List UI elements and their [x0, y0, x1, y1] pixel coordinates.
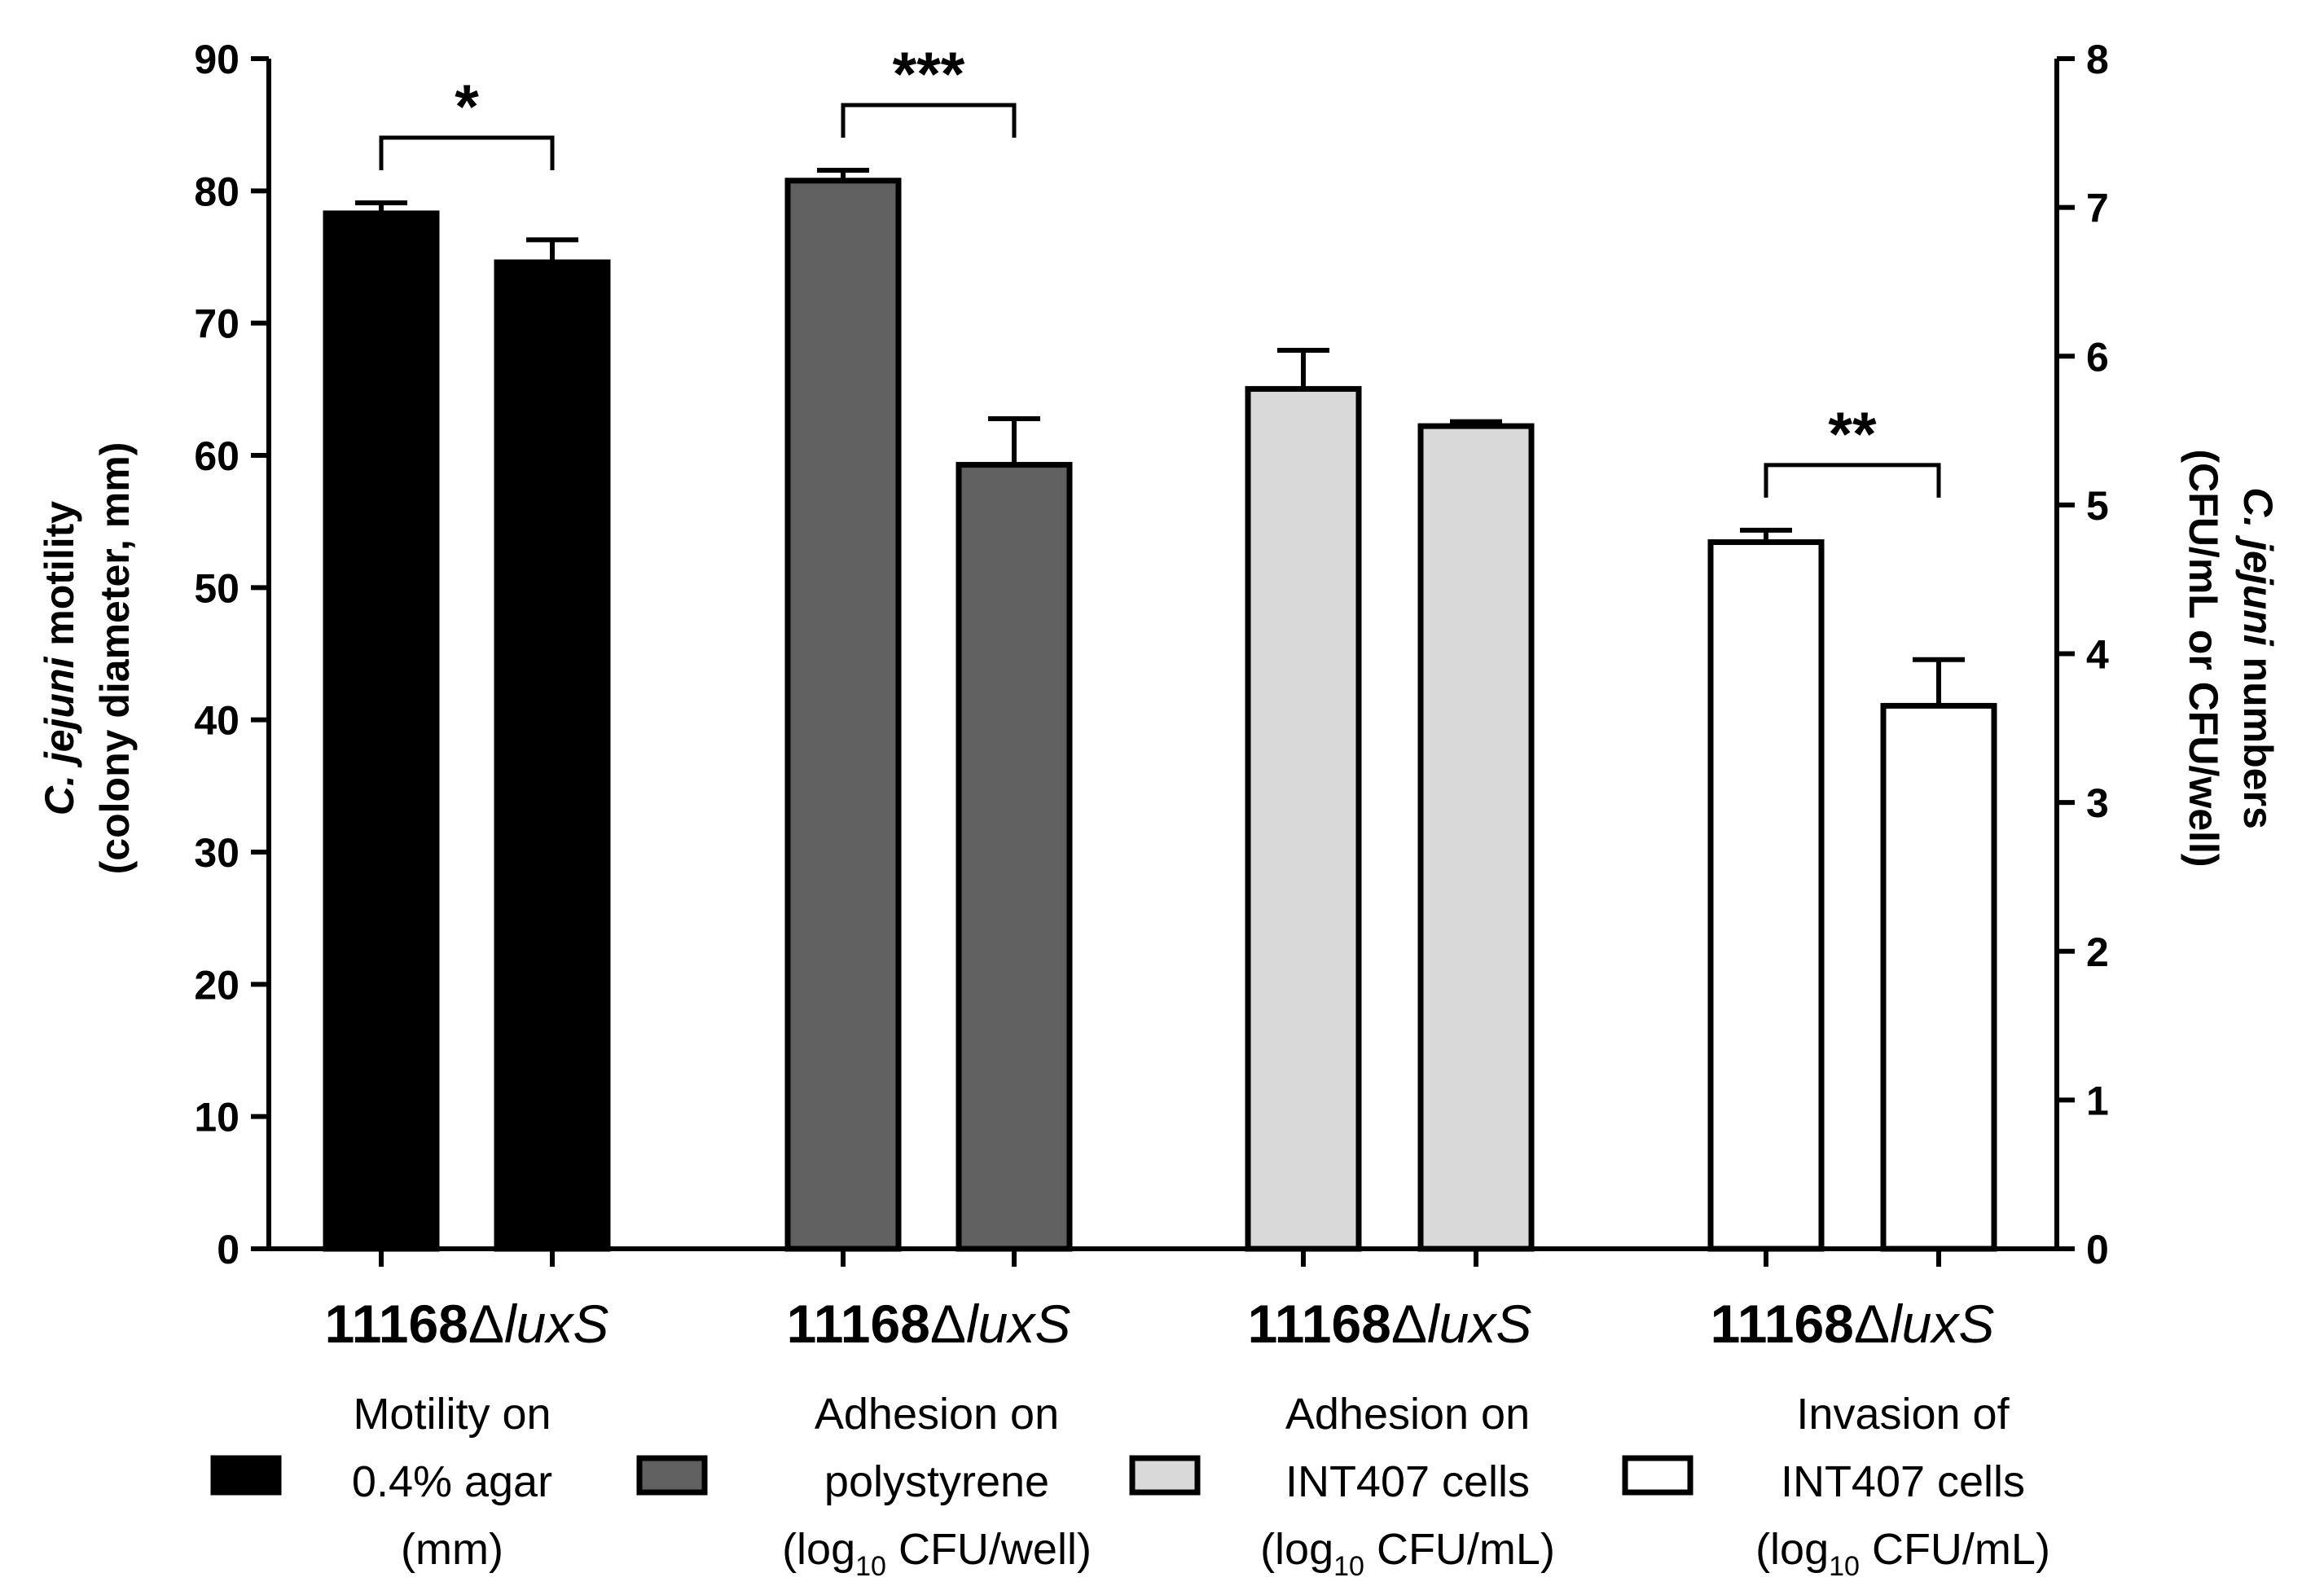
legend-label: polystyrene [824, 1457, 1049, 1506]
right-tick-label: 8 [2086, 37, 2109, 82]
legend-swatch [1622, 1455, 1694, 1496]
right-tick-label: 1 [2086, 1078, 2109, 1123]
right-tick-label: 0 [2086, 1227, 2109, 1272]
legend-label: Adhesion on [1285, 1390, 1530, 1439]
bar [494, 259, 611, 1252]
legend-label: (log10 CFU/mL) [1755, 1525, 2050, 1582]
left-tick-label: 90 [194, 37, 239, 82]
bar [784, 178, 902, 1252]
significance-bracket [1764, 463, 1941, 498]
significance-bracket [841, 103, 1017, 138]
left-tick-label: 40 [194, 698, 239, 744]
right-tick-label: 2 [2086, 929, 2109, 975]
left-tick-label: 10 [194, 1095, 239, 1140]
category-label: 11168ΔluxS [1248, 1294, 1532, 1354]
strain-wildtype: 11168 [1248, 1294, 1391, 1354]
significance-bracket [379, 135, 555, 170]
left-tick-label: 30 [194, 830, 239, 876]
strain-wildtype: 11168 [1711, 1294, 1854, 1354]
delta-symbol: Δ [1854, 1294, 1890, 1354]
right-axis-title: C. jejuni numbers [2235, 487, 2281, 829]
category-label: 11168ΔluxS [1711, 1294, 1995, 1354]
delta-symbol: Δ [468, 1294, 504, 1354]
legend-label: Motility on [353, 1390, 551, 1439]
legend-label: INT407 cells [1285, 1457, 1530, 1506]
strain-mutant: luxS [1427, 1294, 1531, 1354]
legend-label: Adhesion on [815, 1390, 1059, 1439]
strain-mutant: luxS [504, 1294, 608, 1354]
legend-label: (log10 CFU/well) [782, 1525, 1092, 1582]
bar [1707, 539, 1825, 1252]
right-y-axis: 0 1 2 3 4 5 6 7 8 [2054, 37, 2109, 1272]
significance-label: *** [893, 40, 965, 109]
category-label: 11168ΔluxS [787, 1294, 1071, 1354]
significance-markers: * ***** [379, 40, 1941, 498]
legend: Motility on 0.4% agar (mm) Adhesion on polys… [210, 1390, 2050, 1582]
legend-label: Invasion of [1796, 1390, 2010, 1439]
legend-swatch [1129, 1455, 1201, 1496]
legend-label: (mm) [401, 1525, 503, 1574]
significance-label: ** [1828, 400, 1877, 469]
left-tick-label: 0 [217, 1227, 239, 1272]
legend-label: (log10 CFU/mL) [1260, 1525, 1555, 1582]
legend-label: 0.4% agar [352, 1457, 552, 1506]
left-tick-label: 80 [194, 169, 239, 214]
right-axis-title-line2: (CFU/mL or CFU/well) [2181, 450, 2226, 868]
right-tick-label: 7 [2086, 186, 2109, 231]
delta-symbol: Δ [930, 1294, 966, 1354]
strain-mutant: luxS [1890, 1294, 1994, 1354]
strain-wildtype: 11168 [325, 1294, 468, 1354]
significance-label: * [455, 72, 479, 142]
bar [1245, 385, 1362, 1252]
legend-swatch [636, 1455, 708, 1496]
right-tick-label: 5 [2086, 483, 2109, 529]
left-title-rest: motility [37, 501, 82, 657]
right-title-italic: C. jejuni [2235, 487, 2281, 647]
strain-mutant: luxS [966, 1294, 1070, 1354]
right-tick-label: 3 [2086, 780, 2109, 826]
strain-wildtype: 11168 [787, 1294, 930, 1354]
left-tick-label: 60 [194, 433, 239, 479]
left-tick-label: 50 [194, 565, 239, 611]
delta-symbol: Δ [1391, 1294, 1427, 1354]
bar [323, 210, 440, 1252]
category-labels: 11168ΔluxS 11168ΔluxS 11168ΔluxS 11168ΔluxS [325, 1294, 1995, 1354]
right-tick-label: 6 [2086, 334, 2109, 380]
bars [323, 167, 1997, 1252]
legend-swatch [210, 1455, 282, 1496]
left-title-italic: C. jejuni [37, 657, 82, 816]
left-tick-label: 20 [194, 962, 239, 1008]
legend-label: INT407 cells [1781, 1457, 2025, 1506]
bar [956, 462, 1073, 1252]
left-axis-title-line2: (colony diameter, mm) [92, 442, 138, 875]
bar [1417, 423, 1535, 1252]
bar [1880, 702, 1997, 1252]
left-tick-label: 70 [194, 301, 239, 347]
left-axis-title: C. jejuni motility [37, 501, 82, 815]
category-label: 11168ΔluxS [325, 1294, 609, 1354]
right-tick-label: 4 [2086, 632, 2109, 678]
right-title-rest: numbers [2235, 646, 2281, 829]
